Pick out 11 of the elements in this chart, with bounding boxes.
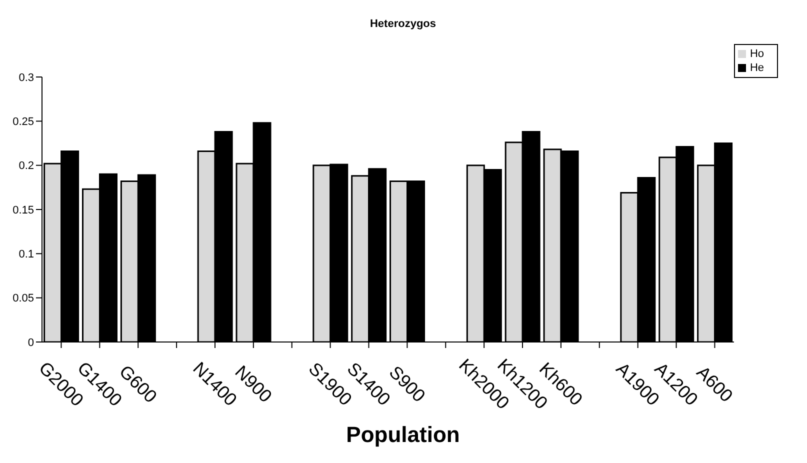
chart-title: Heterozygos: [368, 18, 438, 30]
y-tick-label: 0.2: [18, 160, 34, 172]
y-tick-label: 0.15: [12, 204, 34, 216]
y-tick-label: 0.05: [12, 292, 34, 305]
y-tick-label: 0.1: [18, 248, 34, 261]
legend-label: He: [750, 62, 764, 74]
y-tick-label: 0: [28, 336, 34, 349]
y-tick-label: 0.3: [18, 72, 34, 84]
legend-label: Ho: [750, 48, 764, 60]
y-tick-label: 0.25: [12, 116, 34, 128]
x-axis-title: Population: [345, 422, 461, 448]
